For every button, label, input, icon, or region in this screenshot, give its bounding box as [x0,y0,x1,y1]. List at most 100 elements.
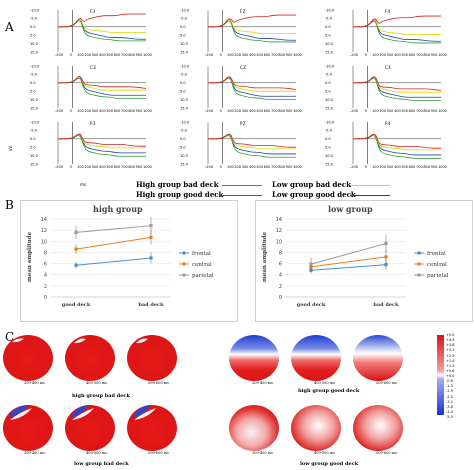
erp-wave-hb [352,19,441,42]
y-tick-label: -10.0 [30,64,39,68]
x-tick-label: 400 [249,165,256,169]
x-tick-label: 800 [423,53,430,57]
erp-wave-hb [57,133,146,154]
erp-wave-lb [352,76,441,93]
x-tick-label: 700 [416,53,423,57]
y-tick-label: 15.0 [30,106,38,110]
colorbar-label: -4.4 [446,409,453,414]
y-axis-label: mean amplitude [27,231,33,282]
x-tick-label: 700 [271,109,278,113]
x-tick-label: 100 [372,109,379,113]
legend-label-frontal: frontal [427,251,446,257]
x-tick-label: 200 [84,53,91,57]
legend-marker-central [182,262,186,266]
window-label-hb1: 300-400 ms [24,381,45,385]
series-line-frontal [75,257,152,266]
y-unit-label: uV [8,145,14,152]
legend-line-low-bad [350,185,390,187]
x-tick-label: 100 [77,53,84,57]
legend-label-parietal: parietal [427,273,449,279]
topomap-high-bad-2 [65,335,115,381]
erp-plot-fz: -10.0 -5.0 0.0 5.0 10.0 15.0 -200 0 100 200 300 400… [180,8,302,57]
y-tick-label: -10.0 [30,120,39,124]
erp-plot-cz: -10.0 -5.0 0.0 5.0 10.0 15.0 -200 0 100 200 300 400… [180,64,302,113]
y-tick-label: 0.0 [30,81,36,85]
x-tick-label: 400 [99,109,106,113]
y-tick-label: 5.0 [180,34,186,38]
erp-wave-hb [207,133,296,155]
y-tick-label: 0.0 [180,137,186,141]
topomap-high-bad-3 [127,335,177,381]
y-tick-label: 8 [279,250,282,256]
y-tick-label: 10.0 [325,154,333,158]
chart-high-group: high group mean amplitude 0 2 4 6 8 10 12 14 good … [20,200,238,322]
x-tick-label: 0 [70,165,72,169]
y-tick-label: 10.0 [180,154,188,158]
topomap-low-good-3 [353,405,403,451]
topomap-low-good-1 [229,405,279,451]
x-tick-label: -200 [205,165,213,169]
panel-a-letter: A [5,20,14,34]
erp-wave-hg [57,20,146,42]
x-tick-label: 400 [249,53,256,57]
x-tick-label: 900 [286,109,293,113]
erp-wave-hb [352,134,441,156]
x-tick-label: 100 [372,53,379,57]
y-tick-label: 2 [44,284,47,290]
erp-wave-hg [352,135,441,159]
erp-wave-lg [57,133,146,147]
y-tick-label: -5.0 [30,73,37,77]
y-tick-label: 0.0 [30,137,36,141]
x-tick-label: -200 [55,53,63,57]
y-tick-label: 10.0 [30,98,38,102]
y-tick-label: 5.0 [325,146,331,150]
erp-plot-pz: -10.0 -5.0 0.0 5.0 10.0 15.0 -200 0 100 200 300 400… [180,120,302,169]
x-tick-label: 1000 [293,109,302,113]
x-tick-label: 0 [220,109,222,113]
legend-high-bad: High group bad deck [136,180,219,189]
chart-high-group-svg: high group mean amplitude 0 2 4 6 8 10 12 14 good … [27,204,214,308]
y-tick-label: -5.0 [30,129,37,133]
topomap-low-bad-3 [127,405,177,451]
window-label-lb3: 500-600 ms [148,451,169,455]
x-tick-label: 600 [264,165,271,169]
colorbar-label: +0.0 [446,374,455,378]
x-tick-label: 900 [431,53,438,57]
y-tick-label: 14 [41,217,47,223]
y-tick-label: 10.0 [325,98,333,102]
topomap-low-good-2 [291,405,341,451]
y-tick-label: 15.0 [30,162,38,166]
x-tick-label: 0 [220,165,222,169]
x-tick-label: 0 [70,53,72,57]
series-line-central [75,236,152,250]
x-tick-label: 0 [365,165,367,169]
colorbar-labels: +5.0 +4.4 +3.8 +3.2 +2.5 +1.9 +1.3 +0.6 +0.0 -0.6… [446,333,472,419]
y-tick-label: 10.0 [180,42,188,46]
x-tick-label: 300 [92,53,99,57]
y-tick-label: 5.0 [325,34,331,38]
window-label-hb3: 500-600 ms [148,381,169,385]
x-tick-label: -200 [205,109,213,113]
colorbar-label: -3.8 [446,404,453,409]
series-line-parietal [310,243,387,265]
caption-low-good: low group good deck [300,461,359,467]
topomap-high-good-1 [229,335,279,381]
colorbar-label: +1.3 [446,363,455,368]
chart-title: high group [93,204,143,214]
y-tick-label: 4 [44,273,47,279]
y-tick-label: 10.0 [30,42,38,46]
colorbar-label: +3.8 [446,343,455,348]
x-tick-label: 800 [423,109,430,113]
colorbar-label: -5.0 [446,415,453,419]
legend-line-low-good [350,195,390,197]
x-tick-label: 700 [416,165,423,169]
erp-plot-p3: -10.0 -5.0 0.0 5.0 10.0 15.0 -200 0 100 200 300 400… [30,120,152,169]
y-tick-label: 0.0 [180,81,186,85]
window-label-lg1: 300-400 ms [252,451,273,455]
x-tick-label: bad deck [138,302,164,308]
x-tick-label: 200 [234,109,241,113]
topomap-high-good-3 [353,335,403,381]
x-tick-label: 200 [234,53,241,57]
erp-plot-f3: -10.0 -5.0 0.0 5.0 10.0 15.0 -200 0 100 200 300 400… [30,8,152,57]
x-tick-label: 800 [423,165,430,169]
